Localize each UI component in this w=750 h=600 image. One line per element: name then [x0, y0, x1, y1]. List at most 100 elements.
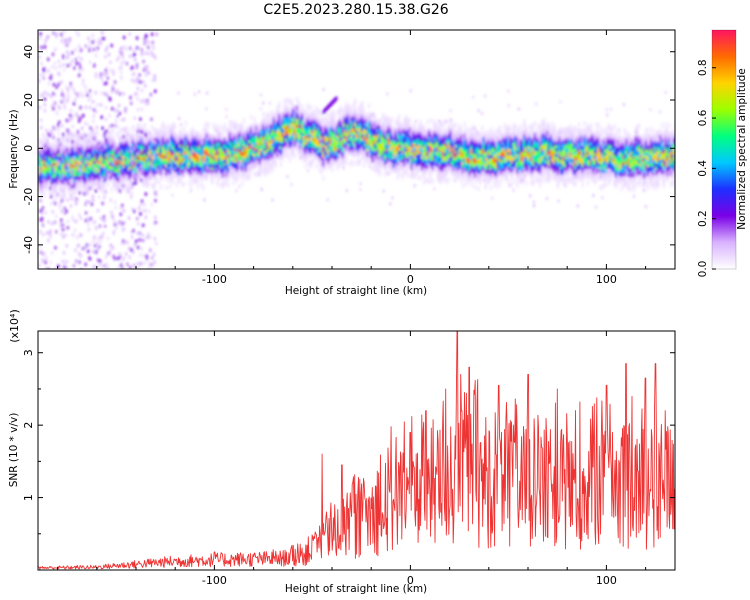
spectrogram-cell	[411, 159, 415, 165]
spectrogram-cell	[119, 127, 122, 133]
spectrogram-cell	[210, 144, 214, 150]
spectrogram-cell	[157, 165, 161, 171]
spectrogram-cell	[524, 134, 528, 140]
spectrogram-cell	[337, 108, 341, 114]
spectrogram-cell	[441, 142, 445, 148]
spectrogram-cell	[97, 167, 101, 173]
spectrogram-cell	[454, 160, 458, 166]
spectrogram-cell	[373, 138, 376, 144]
spectrogram-cell	[403, 120, 406, 126]
spectrogram-cell	[258, 144, 262, 150]
spectrogram-cell	[311, 122, 315, 128]
spectrogram-cell	[524, 154, 528, 160]
spectrogram-cell	[351, 123, 355, 129]
spectrogram-cell	[233, 163, 237, 169]
spectrogram-cell	[219, 159, 223, 165]
spectrogram-cell	[468, 138, 472, 144]
spectrogram-cell	[52, 140, 55, 146]
spectrogram-cell	[357, 118, 361, 124]
spectrogram-cell	[263, 137, 267, 143]
spectrogram-cell	[394, 149, 398, 155]
spectrogram-cell	[341, 124, 345, 130]
spectrogram-cell	[516, 151, 519, 157]
spectrogram-cell	[521, 141, 525, 147]
spectrogram-cell	[353, 115, 357, 121]
spectrogram-cell	[406, 132, 410, 138]
spectrogram-cell	[318, 124, 322, 130]
spectrogram-cell	[544, 154, 548, 160]
spectrogram-cell	[318, 109, 322, 115]
spectrogram-cell	[89, 170, 92, 176]
spectrogram-cell	[392, 159, 396, 165]
spectrogram-cell	[406, 144, 410, 150]
spectrogram-cell	[55, 182, 59, 188]
spectrogram-cell	[135, 167, 138, 173]
spectrogram-cell	[438, 138, 442, 144]
spectrogram-cell	[194, 130, 198, 136]
spectrogram-cell	[355, 134, 359, 140]
spectrogram-cell	[207, 136, 211, 142]
spectrogram-cell	[470, 175, 473, 181]
spectrogram-cell	[293, 130, 297, 136]
spectrogram-cell	[524, 166, 528, 172]
spectrogram-cell	[283, 110, 286, 116]
spectrogram-cell	[464, 167, 468, 173]
spectrogram-cell	[514, 147, 518, 153]
spectrogram-cell	[147, 181, 151, 187]
spectrogram-cell	[247, 144, 251, 150]
spectrogram-cell	[212, 139, 216, 145]
spectrogram-cell	[389, 156, 392, 162]
spectrogram-cell	[531, 123, 535, 129]
spectrogram-cell	[269, 134, 272, 140]
spectrogram-cell	[277, 104, 281, 110]
spectrogram-cell	[242, 150, 246, 156]
spectrogram-cell	[343, 130, 346, 136]
spectrogram-cell	[288, 140, 292, 146]
spectrogram-cell	[440, 163, 443, 169]
spectrogram-cell	[283, 104, 286, 110]
spectrogram-cell	[503, 140, 507, 146]
spectrogram-cell	[554, 169, 558, 175]
spectrogram-cell	[103, 162, 107, 168]
spectrogram-cell	[251, 153, 255, 159]
spectrogram-cell	[399, 148, 403, 154]
spectrogram-cell	[288, 108, 292, 114]
spectrogram-cell	[473, 146, 477, 152]
spectrogram-cell	[184, 161, 188, 167]
spectrogram-cell	[487, 142, 491, 148]
spectrogram-cell	[45, 183, 48, 189]
spectrogram-cell	[209, 157, 212, 163]
spectrogram-cell	[52, 186, 55, 192]
spectrogram-cell	[173, 149, 177, 155]
spectrogram-cell	[514, 170, 518, 176]
spectrogram-cell	[101, 132, 105, 138]
spectrogram-cell	[239, 134, 242, 140]
spectrogram-cell	[242, 164, 246, 170]
spectrogram-cell	[553, 127, 556, 133]
spectrogram-cell	[523, 159, 526, 165]
spectrogram-cell	[135, 138, 138, 144]
spectrogram-cell	[538, 124, 542, 130]
spectrogram-cell	[168, 178, 172, 184]
spectrogram-cell	[449, 152, 452, 158]
spectrogram-cell	[542, 161, 546, 167]
spectrogram-cell	[99, 159, 103, 165]
spectrogram-cell	[441, 163, 445, 169]
spectrogram-cell	[105, 158, 108, 164]
spectrogram-cell	[487, 168, 491, 174]
spectrogram-cell	[205, 141, 209, 147]
spectrogram-cell	[258, 159, 262, 165]
spectrogram-cell	[366, 131, 369, 137]
spectrogram-cell	[547, 146, 551, 152]
spectrogram-cell	[549, 128, 553, 134]
spectrogram-cell	[277, 113, 281, 119]
spectrogram-cell	[394, 167, 398, 173]
spectrogram-cell	[538, 150, 542, 156]
spectrogram-cell	[526, 143, 530, 149]
spectrogram-cell	[59, 157, 62, 163]
spectrogram-cell	[450, 124, 454, 130]
spectrogram-cell	[519, 159, 523, 165]
spectrogram-cell	[260, 137, 264, 143]
spectrogram-cell	[385, 135, 389, 141]
spectrogram-cell	[441, 139, 445, 145]
